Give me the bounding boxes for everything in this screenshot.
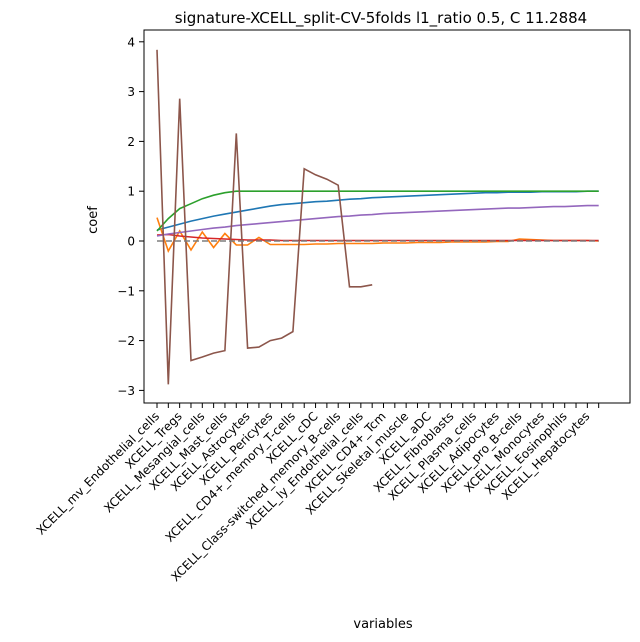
chart-title: signature-XCELL_split-CV-5folds l1_ratio…	[175, 9, 587, 28]
y-tick-label: 2	[127, 135, 135, 149]
x-axis: XCELL_mv_Endothelial_cellsXCELL_TregsXCE…	[34, 403, 600, 584]
plot-area	[156, 49, 599, 385]
y-tick-label: 4	[127, 35, 135, 49]
series-line-6	[156, 49, 373, 385]
series-line-1	[156, 190, 599, 231]
y-tick-label: −2	[117, 334, 135, 348]
y-tick-label: 3	[127, 85, 135, 99]
series-line-3	[156, 190, 599, 232]
y-tick-label: −3	[117, 384, 135, 398]
y-axis-label: coef	[86, 206, 101, 234]
series-line-2	[156, 217, 599, 253]
axes-frame	[143, 29, 631, 404]
y-tick-label: 0	[127, 235, 135, 249]
y-tick-label: −1	[117, 284, 135, 298]
x-axis-label: variables	[353, 617, 412, 632]
series-line-5	[156, 204, 599, 237]
y-axis: −3 −2 −1 0 1 2 3 4	[117, 35, 144, 398]
y-tick-label: 1	[127, 185, 135, 199]
